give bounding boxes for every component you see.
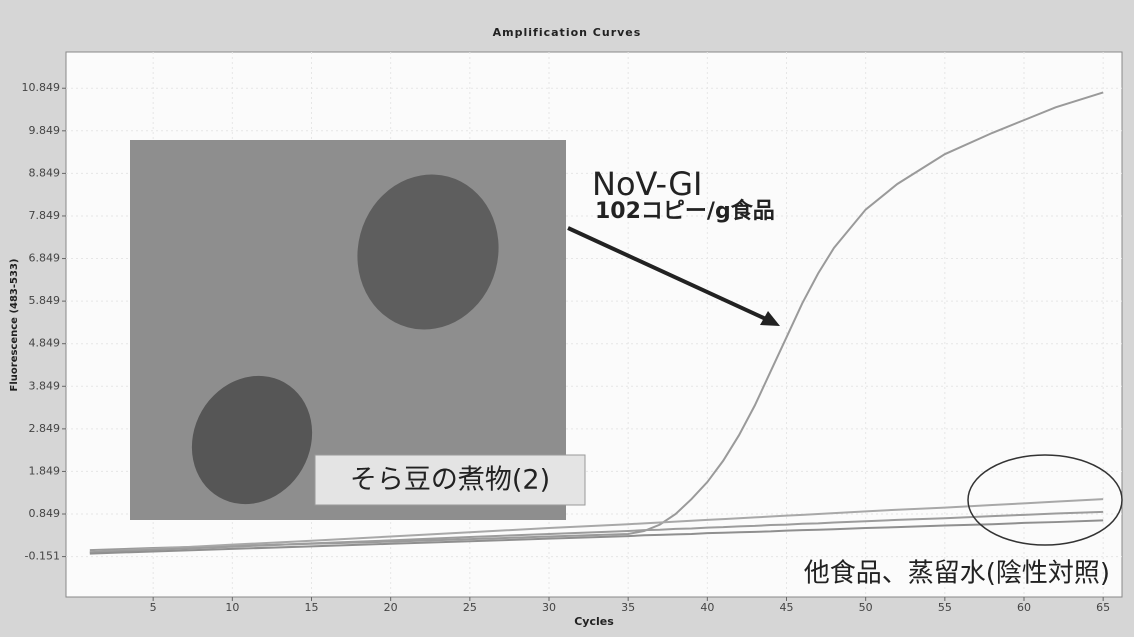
y-tick-label: 5.849 — [29, 294, 61, 307]
x-tick-label: 15 — [305, 601, 319, 614]
y-tick-label: 4.849 — [29, 337, 61, 350]
x-tick-label: 25 — [463, 601, 477, 614]
x-tick-label: 5 — [150, 601, 157, 614]
y-tick-label: 0.849 — [29, 507, 61, 520]
chart: Amplification Curves Cycles Fluorescence… — [0, 0, 1134, 637]
x-tick-label: 30 — [542, 601, 556, 614]
x-tick-label: 55 — [938, 601, 952, 614]
x-tick-label: 40 — [700, 601, 714, 614]
y-tick-label: 3.849 — [29, 379, 61, 392]
y-tick-label: 9.849 — [29, 124, 61, 137]
chart-title: Amplification Curves — [493, 26, 642, 39]
x-tick-label: 45 — [780, 601, 794, 614]
x-axis-label: Cycles — [574, 615, 614, 628]
target-label: NoV-GI — [592, 165, 702, 203]
y-tick-label: 1.849 — [29, 464, 61, 477]
y-tick-label: 10.849 — [22, 81, 61, 94]
x-tick-label: 50 — [859, 601, 873, 614]
x-tick-label: 20 — [384, 601, 398, 614]
y-tick-label: 8.849 — [29, 166, 61, 179]
negative-label: 他食品、蒸留水(陰性対照) — [804, 559, 1110, 589]
y-tick-label: -0.151 — [25, 550, 60, 563]
x-tick-label: 10 — [225, 601, 239, 614]
x-tick-label: 35 — [621, 601, 635, 614]
page: Amplification Curves Cycles Fluorescence… — [0, 0, 1134, 637]
y-tick-label: 6.849 — [29, 252, 61, 265]
x-tick-label: 65 — [1096, 601, 1110, 614]
sample-label: そら豆の煮物(2) — [350, 465, 550, 496]
y-tick-label: 7.849 — [29, 209, 61, 222]
x-tick-label: 60 — [1017, 601, 1031, 614]
amount-label: 102コピー/g食品 — [595, 198, 775, 224]
y-axis-label: Fluorescence (483-533) — [9, 259, 20, 392]
y-tick-label: 2.849 — [29, 422, 61, 435]
